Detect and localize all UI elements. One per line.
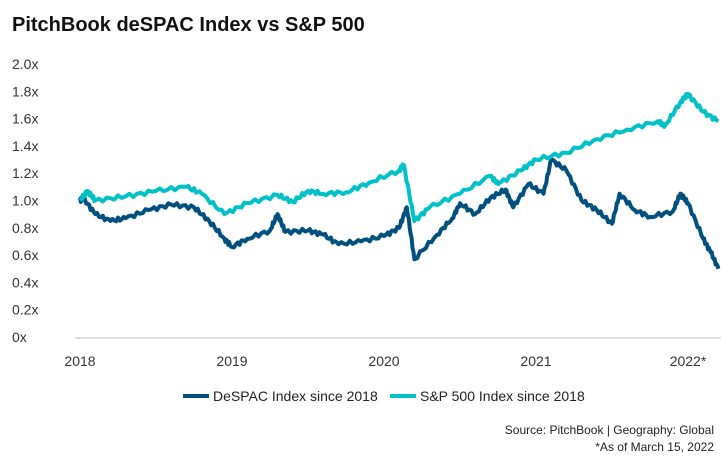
chart-title: PitchBook deSPAC Index vs S&P 500 (12, 14, 365, 36)
source-text: Source: PitchBook | Geography: Global (504, 423, 714, 437)
x-tick-label: 2022* (670, 353, 707, 369)
source-note: Source: PitchBook | Geography: Global *A… (505, 422, 714, 456)
x-tick-label: 2018 (64, 353, 95, 369)
legend-label: S&P 500 Index since 2018 (420, 388, 585, 404)
y-tick-label: 0.2x (12, 302, 38, 318)
y-tick-label: 1.6x (12, 111, 38, 127)
y-tick-label: 0.8x (12, 220, 38, 236)
y-tick-label: 1.2x (12, 165, 38, 181)
despac-index-line (78, 157, 721, 270)
y-tick-label: 2.0x (12, 56, 38, 72)
y-tick-label: 1.0x (12, 193, 38, 209)
y-tick-label: 0.4x (12, 274, 38, 290)
sp500-index-line (78, 92, 720, 223)
y-tick-label: 0.6x (12, 247, 38, 263)
footnote-text: *As of March 15, 2022 (595, 440, 714, 454)
x-tick-label: 2021 (520, 353, 551, 369)
y-tick-label: 1.4x (12, 138, 38, 154)
legend-label: DeSPAC Index since 2018 (213, 388, 378, 404)
x-tick-label: 2020 (368, 353, 399, 369)
x-tick-label: 2019 (216, 353, 247, 369)
y-tick-label: 0x (12, 329, 27, 345)
y-tick-label: 1.8x (12, 83, 38, 99)
